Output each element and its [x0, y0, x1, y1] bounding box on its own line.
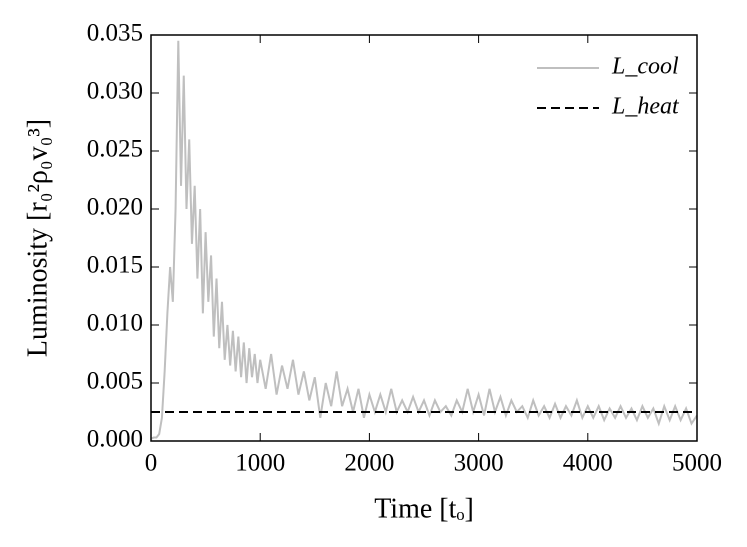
y-tick-label: 0.010: [87, 310, 143, 337]
legend-label: L_heat: [611, 94, 680, 120]
plot-frame: [150, 34, 698, 442]
y-tick-label: 0.000: [87, 426, 143, 453]
y-axis-label: Luminosity [r₀²ρ₀v₀³]: [22, 119, 53, 357]
x-axis-label: Time [tₒ]: [374, 493, 474, 524]
y-tick-label: 0.030: [87, 78, 143, 105]
x-tick-label: 5000: [672, 450, 722, 477]
y-tick-label: 0.015: [87, 252, 143, 279]
y-tick-label: 0.020: [87, 194, 143, 221]
y-tick-label: 0.025: [87, 136, 143, 163]
x-tick-label: 0: [145, 450, 158, 477]
x-tick-label: 2000: [344, 450, 394, 477]
series-line: [150, 40, 698, 440]
y-tick-label: 0.005: [87, 368, 143, 395]
x-tick-label: 3000: [454, 450, 504, 477]
x-tick-label: 4000: [563, 450, 613, 477]
legend-label: L_cool: [611, 54, 679, 80]
x-tick-label: 1000: [235, 450, 285, 477]
y-tick-label: 0.035: [87, 20, 143, 47]
